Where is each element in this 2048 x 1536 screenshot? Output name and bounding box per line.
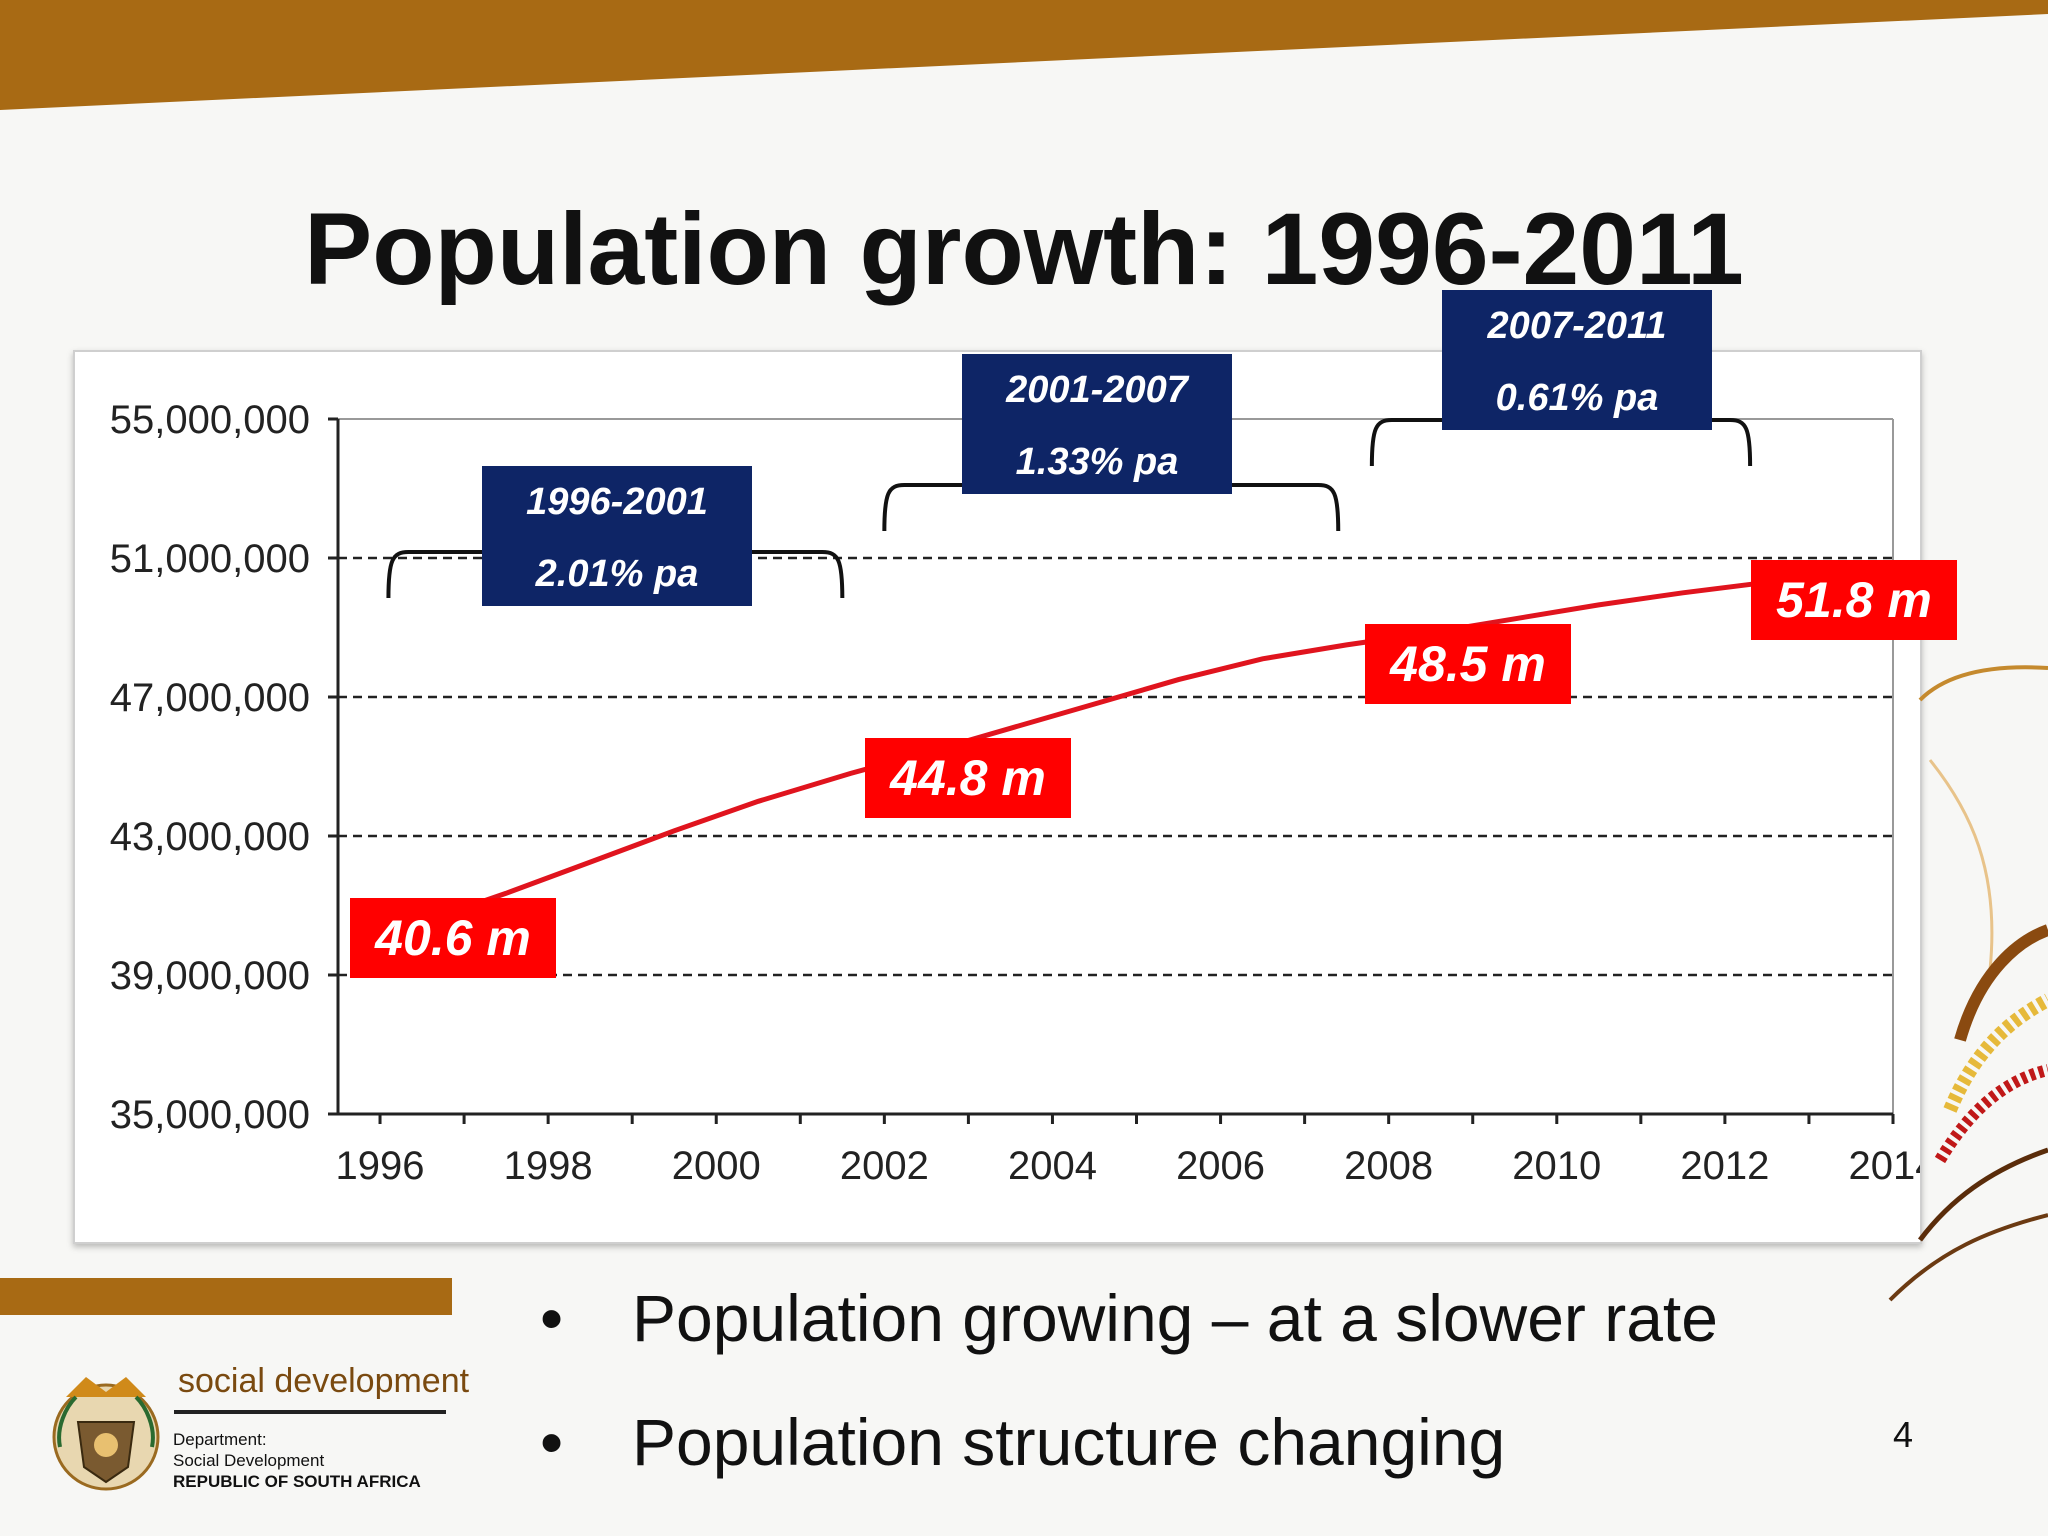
x-tick-label: 1996 [336, 1144, 425, 1188]
chart-frame: 35,000,000 39,000,000 43,000,000 47,000,000… [73, 290, 1957, 1244]
bullet-symbol: • [540, 1405, 564, 1479]
annotation-rate: 1.33% pa [1015, 441, 1179, 483]
value-label-2001: 44.8 m [865, 738, 1071, 818]
annotation-box-1996-2001: 1996-2001 2.01% pa [482, 466, 752, 606]
department-label: Department: [173, 1430, 267, 1449]
page-number: 4 [1893, 1414, 1914, 1455]
beadwork-decoration [1888, 665, 2048, 1302]
x-tick-label: 2012 [1680, 1144, 1769, 1188]
country-name: REPUBLIC OF SOUTH AFRICA [173, 1472, 421, 1491]
department-name: social development [178, 1362, 470, 1400]
y-tick-label: 39,000,000 [110, 954, 310, 998]
coat-of-arms-icon [52, 1377, 160, 1491]
annotation-rate: 2.01% pa [535, 553, 699, 595]
annotation-period: 2001-2007 [1006, 369, 1188, 411]
bullet-list: • Population growing – at a slower rate •… [540, 1270, 1718, 1518]
value-label-2011: 51.8 m [1751, 560, 1957, 640]
annotation-rate: 0.61% pa [1495, 377, 1659, 419]
annotation-period: 1996-2001 [526, 481, 708, 523]
bottom-decorative-bar [0, 1278, 452, 1315]
y-tick-label: 43,000,000 [110, 815, 310, 859]
y-tick-label: 55,000,000 [110, 398, 310, 442]
population-line-chart: 35,000,000 39,000,000 43,000,000 47,000,000… [110, 373, 1920, 1188]
bullet-item: • Population growing – at a slower rate [540, 1270, 1718, 1394]
y-tick-label: 51,000,000 [110, 537, 310, 581]
logo-divider [174, 1410, 446, 1414]
x-tick-label: 2010 [1512, 1144, 1601, 1188]
bullet-text: Population structure changing [632, 1405, 1506, 1479]
slide-title: Population growth: 1996-2011 [304, 192, 1744, 306]
y-tick-label: 47,000,000 [110, 676, 310, 720]
department-subname: Social Development [173, 1451, 325, 1470]
population-series-line [428, 579, 1770, 922]
bullet-text: Population growing – at a slower rate [632, 1281, 1718, 1355]
value-label-1996: 40.6 m [350, 898, 556, 978]
x-tick-label: 2002 [840, 1144, 929, 1188]
x-tick-label: 2006 [1176, 1144, 1265, 1188]
y-tick-label: 35,000,000 [110, 1093, 310, 1137]
x-tick-label: 2004 [1008, 1144, 1097, 1188]
annotation-period: 2007-2011 [1487, 305, 1667, 347]
top-decorative-band [0, 0, 2048, 110]
bullet-symbol: • [540, 1281, 564, 1355]
annotation-box-2007-2011: 2007-2011 0.61% pa [1442, 290, 1712, 430]
x-tick-label: 1998 [504, 1144, 593, 1188]
value-label-2007: 48.5 m [1365, 624, 1571, 704]
annotation-box-2001-2007: 2001-2007 1.33% pa [962, 354, 1232, 494]
x-tick-label: 2008 [1344, 1144, 1433, 1188]
bullet-item: • Population structure changing [540, 1394, 1718, 1518]
x-tick-label: 2014 [1849, 1144, 1920, 1188]
x-tick-label: 2000 [672, 1144, 761, 1188]
